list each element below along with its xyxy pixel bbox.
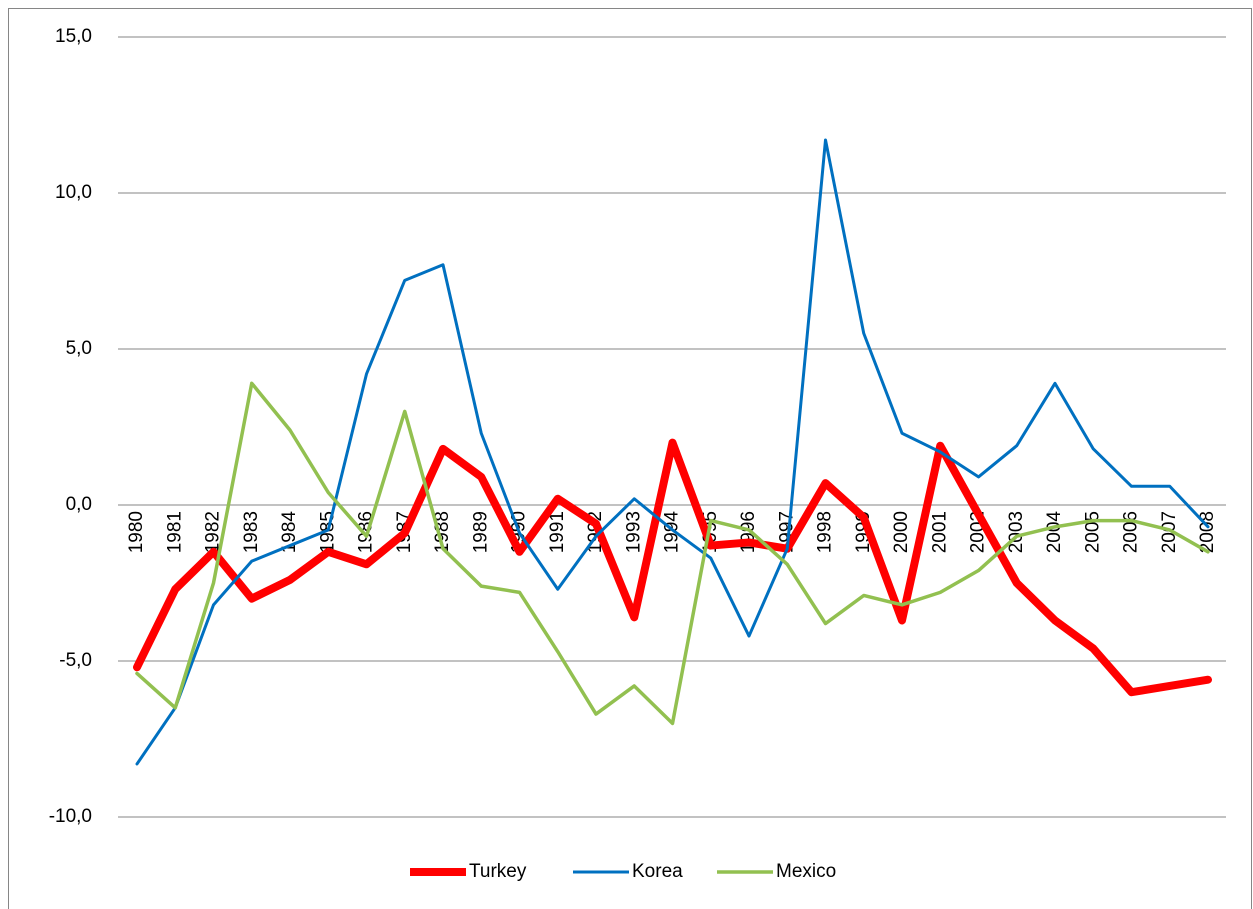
- chart-frame: [8, 8, 1252, 909]
- data-line: [133, 438, 1212, 697]
- x-tick-label: 1993: [623, 511, 644, 553]
- y-tick-label: 5,0: [66, 338, 92, 359]
- x-tick-label: 2000: [891, 511, 912, 553]
- x-tick-label: 1998: [815, 511, 836, 553]
- x-tick-label: 2006: [1121, 511, 1142, 553]
- legend-label: Mexico: [776, 861, 836, 882]
- x-tick-label: 2007: [1159, 511, 1180, 553]
- x-tick-label: 1985: [317, 511, 338, 553]
- y-tick-label: 15,0: [55, 26, 92, 47]
- x-tick-label: 1982: [203, 511, 224, 553]
- x-tick-label: 1988: [432, 511, 453, 553]
- x-tick-label: 1980: [126, 511, 147, 553]
- legend-label: Korea: [632, 861, 683, 882]
- y-tick-label: 0,0: [66, 494, 92, 515]
- x-tick-label: 1991: [547, 511, 568, 553]
- x-tick-label: 1983: [241, 511, 262, 553]
- x-tick-label: 2004: [1044, 511, 1065, 554]
- x-tick-label: 2001: [929, 511, 950, 553]
- data-line: [135, 138, 1210, 766]
- x-tick-label: 1994: [662, 511, 683, 554]
- x-tick-label: 2003: [1006, 511, 1027, 553]
- x-tick-label: 2005: [1082, 511, 1103, 553]
- y-tick-label: -5,0: [59, 650, 92, 671]
- y-tick-label: -10,0: [49, 806, 92, 827]
- data-line: [135, 381, 1210, 726]
- y-tick-label: 10,0: [55, 182, 92, 203]
- x-tick-label: 1989: [470, 511, 491, 553]
- x-tick-label: 1981: [164, 511, 185, 553]
- legend-label: Turkey: [469, 861, 527, 882]
